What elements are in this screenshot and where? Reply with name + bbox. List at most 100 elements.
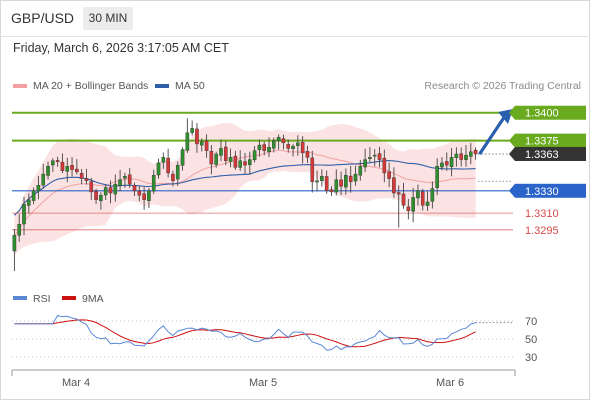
candle-body (166, 157, 170, 174)
candle-body (339, 179, 343, 187)
level-label-pointer (509, 133, 515, 148)
header-divider (0, 36, 590, 37)
candle-body (22, 203, 26, 225)
candle-body (161, 157, 166, 163)
candle-body (291, 145, 295, 149)
candle-body (156, 162, 161, 176)
candle-body (324, 176, 329, 191)
rsi-swatch (13, 296, 27, 300)
level-label-box (515, 183, 586, 198)
level-label-box (515, 146, 586, 161)
candle-body (243, 161, 247, 166)
candle-body (209, 150, 214, 165)
candle-body (17, 224, 22, 236)
candle-body (51, 160, 55, 166)
candle-body (142, 193, 146, 200)
candle-body (372, 154, 377, 157)
candle-body (127, 174, 132, 185)
candle-body (94, 191, 98, 200)
candle-body (296, 142, 300, 146)
candle-body (358, 166, 363, 176)
copyright: Research © 2026 Trading Central (424, 80, 581, 92)
ma50-legend-label: MA 50 (175, 80, 205, 92)
candle-body (41, 173, 46, 186)
rsi-line (14, 315, 476, 351)
candle-body (444, 161, 449, 166)
candle-body (70, 165, 74, 170)
symbol-title: GBP/USD (11, 10, 75, 26)
rsi-ma-swatch (62, 296, 76, 300)
candle-body (31, 190, 36, 201)
candle-body (430, 188, 435, 202)
candle-body (204, 140, 209, 151)
candle-body (473, 149, 478, 155)
candle-body (300, 142, 305, 154)
candle-body (353, 173, 358, 182)
candle-body (137, 190, 142, 196)
candle-body (396, 192, 401, 195)
candle-body (320, 176, 324, 181)
candle-body (425, 201, 430, 206)
timeframe-badge[interactable]: 30 MIN (83, 7, 133, 30)
candle-body (281, 138, 286, 144)
candle-body (99, 195, 103, 202)
level-label-box (515, 133, 586, 148)
level-label-text: 1.3363 (525, 149, 559, 161)
candle-body (171, 173, 175, 181)
candle-body (175, 164, 180, 180)
candle-body (286, 144, 291, 149)
candle-body (267, 147, 271, 153)
level-label-pointer (509, 146, 515, 161)
candle-body (329, 189, 334, 193)
candle-body (257, 144, 262, 150)
x-tick-label: Mar 4 (62, 377, 90, 389)
level-label-text: 1.3375 (525, 136, 559, 148)
candle-body (151, 174, 156, 192)
level-label-pointer (509, 105, 515, 120)
candle-body (435, 166, 439, 188)
candle-body (468, 151, 473, 157)
chart-header: GBP/USD 30 MIN (0, 0, 590, 36)
candle-body (79, 173, 84, 179)
candle-body (190, 128, 194, 133)
candle-body (75, 168, 79, 173)
candle-body (411, 197, 415, 212)
candle-body (420, 191, 425, 206)
candle-body (252, 150, 257, 161)
ma20-legend-label: MA 20 + Bollinger Bands (33, 80, 149, 92)
candle-body (103, 187, 108, 196)
level-label-text: 1.3330 (525, 186, 559, 198)
candle-body (238, 160, 242, 168)
candle-body (65, 166, 70, 172)
candle-body (344, 174, 348, 188)
bollinger-band (14, 123, 476, 256)
candle-body (406, 206, 411, 212)
ma50-swatch (155, 84, 169, 89)
candle-body (132, 185, 137, 191)
candle-body (449, 157, 454, 167)
level-label-pointer (509, 183, 515, 198)
support-level-label: 1.3295 (525, 225, 559, 237)
x-tick-label: Mar 5 (249, 377, 277, 389)
candle-body (55, 160, 60, 162)
rsi-tick-label: 70 (525, 316, 537, 328)
candle-body (60, 161, 65, 171)
candle-body (113, 183, 118, 195)
candle-body (262, 144, 267, 151)
legend-ma20: MA 20 + Bollinger Bands (13, 80, 148, 92)
candle-body (382, 157, 387, 174)
candle-body (363, 159, 367, 168)
candle-body (392, 177, 396, 194)
level-label-text: 1.3400 (525, 108, 559, 120)
candle-body (147, 190, 151, 201)
candle-body (108, 187, 113, 194)
candle-body (401, 193, 406, 206)
candle-body (199, 141, 204, 146)
candle-body (315, 180, 319, 183)
candle-body (195, 128, 199, 145)
rsi-ma-legend-label: 9MA (82, 293, 104, 305)
candle-body (305, 151, 310, 158)
x-tick-label: Mar 6 (436, 377, 464, 389)
candle-body (387, 171, 391, 179)
